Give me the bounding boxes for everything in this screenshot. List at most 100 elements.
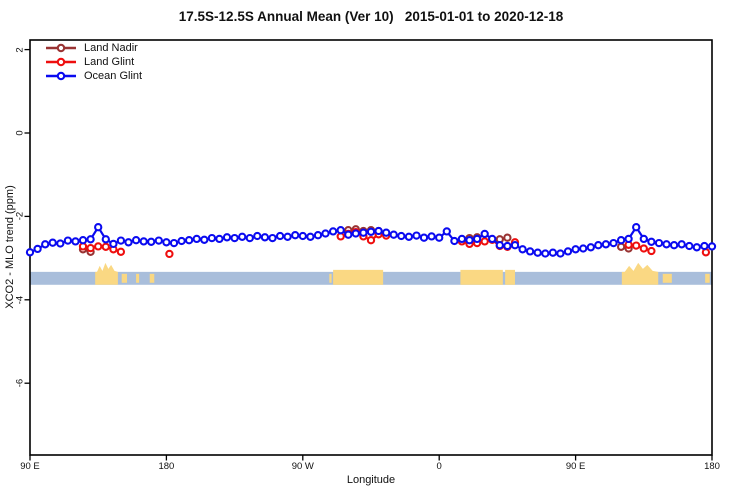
data-point [616,236,626,245]
y-tick-label: -6 [14,378,26,388]
data-point [700,241,709,251]
data-point [33,244,42,254]
data-point [63,236,73,245]
data-point [165,249,174,259]
data-point [465,236,474,245]
data-point [510,241,520,250]
data-point [707,242,717,251]
data-point [162,238,171,247]
data-point [374,226,383,236]
data-point [525,247,535,256]
data-point [647,246,656,256]
data-point [139,237,148,246]
data-point [245,233,254,243]
x-tick-label: 90 W [291,461,314,472]
data-point [556,249,565,258]
data-point [654,238,664,248]
legend-line-marker-swatch [46,71,76,81]
data-point [71,237,80,246]
data-point [48,238,57,247]
data-point [230,233,239,243]
plot-border [29,39,713,456]
land-patch [505,269,515,285]
data-point [78,236,88,245]
data-point [571,245,580,254]
data-point [419,233,429,242]
data-point [351,229,360,238]
data-point [169,238,179,248]
land-patch-island [136,273,140,283]
data-point [450,236,459,246]
data-point [495,241,504,250]
data-point [116,236,126,245]
data-point [685,241,694,251]
data-point [336,226,345,235]
data-point [518,245,527,254]
data-point [692,243,701,252]
data-point [94,242,103,251]
data-point [101,242,110,251]
land-patch [333,269,384,285]
data-point [154,236,163,245]
data-point [184,236,194,245]
data-point [268,233,277,243]
data-point [291,231,300,240]
x-tick-label: 0 [436,461,442,472]
y-tick-label: -4 [14,295,26,305]
legend-label: Land Nadir [84,42,138,54]
data-point [480,229,489,239]
data-point [579,244,588,253]
x-tick-label: 90 E [565,461,586,472]
data-point [601,240,611,249]
data-point [344,230,353,239]
legend-line-marker-swatch [46,43,76,53]
data-point [275,231,285,241]
chart-title: 17.5S-12.5S Annual Mean (Ver 10) 2015-01… [178,9,564,24]
data-point [427,232,436,241]
data-point [313,231,323,240]
land-patch-island [705,273,710,283]
data-point [321,229,330,238]
data-point [86,243,95,253]
series-ocean-glint [25,223,717,258]
data-point [662,240,671,249]
data-point [639,244,648,253]
data-point [283,232,292,241]
data-point [647,237,656,246]
legend-label: Ocean Glint [84,70,143,82]
land-patch-island [662,273,672,283]
x-tick-label: 90 E [20,461,40,472]
data-point [457,234,467,244]
data-point [503,233,512,242]
land-patch [460,269,503,285]
data-point [594,241,603,250]
x-tick-label: 180 [158,461,175,472]
data-point [86,235,95,244]
data-point [404,232,414,241]
data-point [215,234,224,244]
data-point [533,248,542,257]
legend-item-land-nadir: Land Nadir [46,41,142,55]
data-point [503,241,512,251]
data-point [222,233,232,242]
land-patch-island [149,273,155,283]
data-point [632,223,641,232]
data-point [192,234,201,244]
data-point [253,231,262,241]
data-point [382,228,391,237]
data-point [389,230,398,239]
data-point [147,237,156,246]
data-point [207,233,217,243]
data-point [639,234,648,244]
data-point [101,235,110,244]
data-point [412,231,421,240]
x-axis-title: Longitude [346,474,396,486]
y-tick-label: -2 [14,212,26,221]
data-point [116,247,126,256]
data-point [472,234,482,244]
data-point [109,239,118,249]
land-patch-bumpy [95,262,118,285]
data-point [200,235,209,244]
data-point [624,234,633,244]
